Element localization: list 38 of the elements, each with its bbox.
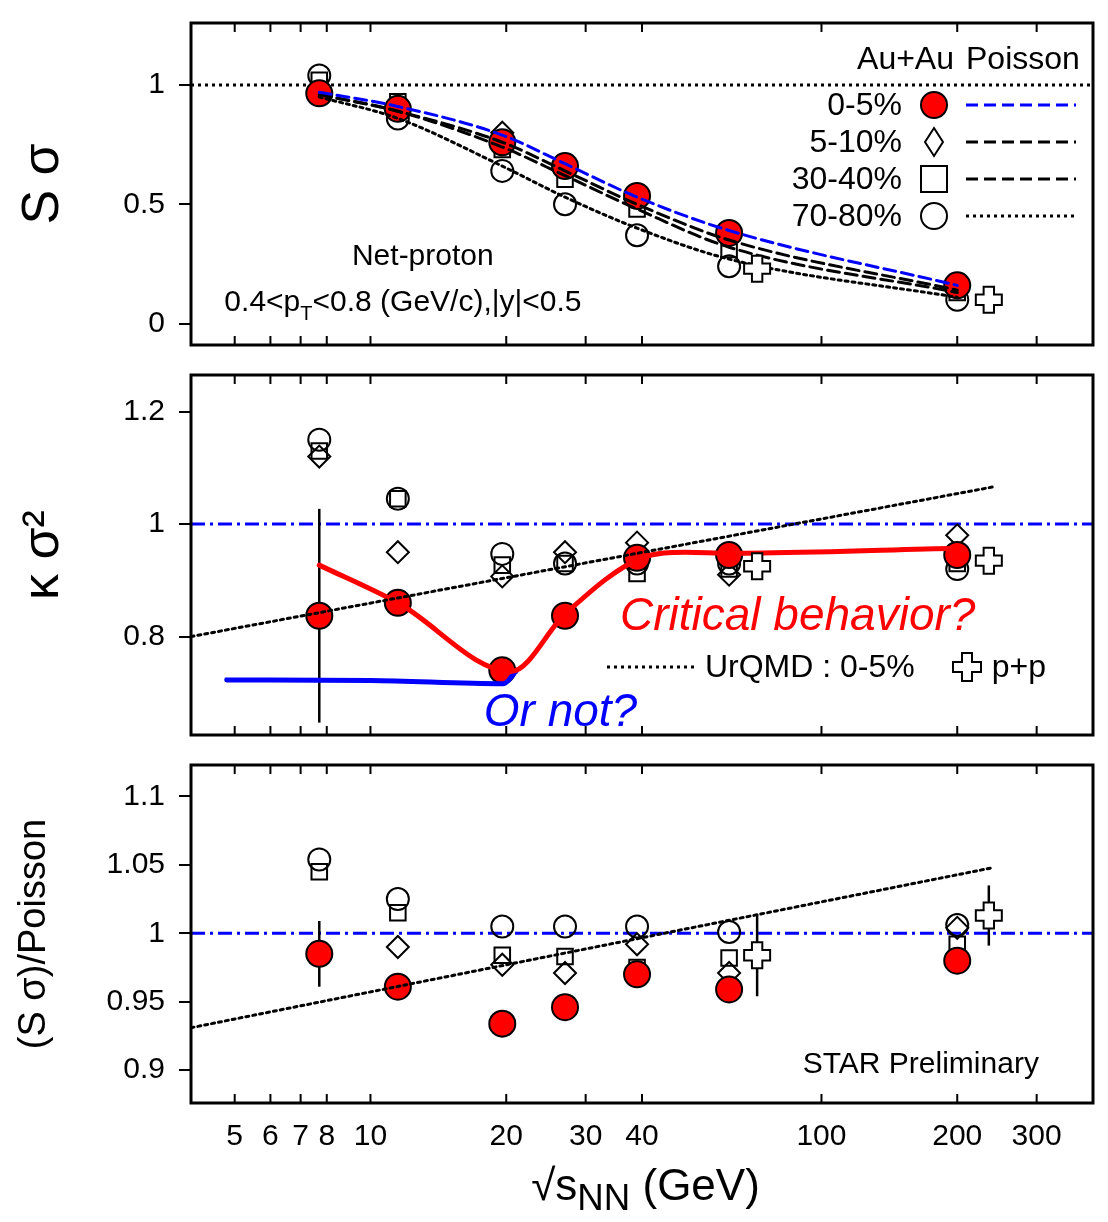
y-tick-label: 1.05 <box>106 846 165 880</box>
y-tick-label: 0.95 <box>106 983 165 1016</box>
x-tick-label: 200 <box>932 1118 983 1152</box>
x-tick-label: 10 <box>353 1118 388 1152</box>
series-label: Or not? <box>483 684 638 737</box>
y-tick-label: 1.2 <box>123 392 165 426</box>
annotation: Poisson <box>966 39 1081 78</box>
y-axis-title: κ σ² <box>10 510 69 600</box>
x-tick-label: 5 <box>226 1118 244 1152</box>
y-axis-title: (S σ)/Poisson <box>11 818 54 1050</box>
annotation: STAR Preliminary <box>802 1045 1039 1079</box>
legend-label: 5-10% <box>808 123 902 160</box>
y-tick-label: 0 <box>148 304 165 338</box>
x-axis-title: √s$_{NN}$ (GeV) <box>530 1160 761 1219</box>
x-tick-label: 30 <box>568 1118 603 1152</box>
y-tick-label: 1 <box>148 914 165 948</box>
x-tick-label: 300 <box>1011 1118 1062 1152</box>
x-tick-label: 8 <box>318 1118 336 1152</box>
y-tick-label: 1.1 <box>123 777 165 811</box>
y-tick-label: 1 <box>148 66 165 100</box>
y-tick-label: 1 <box>148 505 165 539</box>
y-axis-title: S σ <box>10 143 69 225</box>
y-tick-label: 0.9 <box>123 1051 165 1085</box>
annotation: Net-proton <box>351 237 494 271</box>
x-tick-label: 6 <box>262 1118 279 1152</box>
x-tick-label: 7 <box>292 1118 309 1152</box>
legend-label: 0-5% <box>826 86 902 123</box>
legend-label: 30-40% <box>791 160 902 197</box>
x-tick-label: 100 <box>796 1118 847 1152</box>
legend-title: Au+Au <box>856 39 954 78</box>
legend-label: 70-80% <box>791 197 902 234</box>
legend-label: UrQMD : 0-5% <box>704 648 915 685</box>
x-tick-label: 40 <box>625 1118 659 1152</box>
y-tick-label: 0.8 <box>123 617 165 651</box>
legend-label: p+p <box>991 648 1046 685</box>
y-tick-label: 0.5 <box>123 185 165 219</box>
series-label: Critical behavior? <box>620 588 976 641</box>
x-tick-label: 20 <box>489 1118 523 1152</box>
